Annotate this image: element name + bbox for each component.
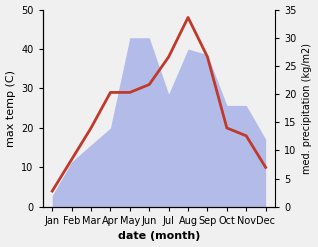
X-axis label: date (month): date (month): [118, 231, 200, 242]
Y-axis label: med. precipitation (kg/m2): med. precipitation (kg/m2): [302, 43, 313, 174]
Y-axis label: max temp (C): max temp (C): [5, 70, 16, 147]
